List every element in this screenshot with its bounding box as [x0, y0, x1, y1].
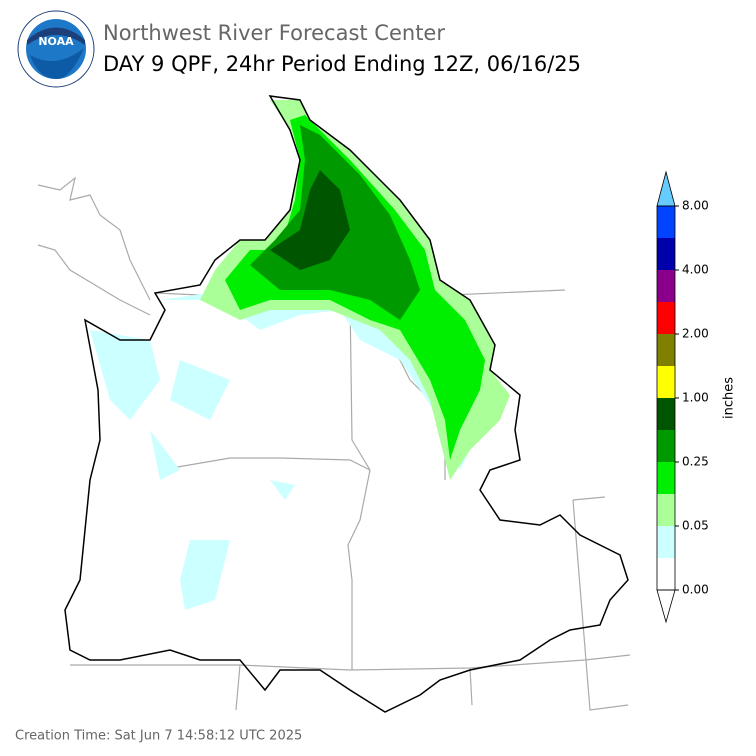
colorbar-label: 1.00: [682, 391, 709, 405]
colorbar-label: 4.00: [682, 263, 709, 277]
org-name: Northwest River Forecast Center: [103, 21, 445, 45]
colorbar-segment: [657, 270, 675, 302]
colorbar-segment: [657, 334, 675, 366]
colorbar-segment: [657, 366, 675, 398]
basin-outline: [64, 95, 629, 713]
colorbar-segment: [657, 398, 675, 430]
colorbar-label: 2.00: [682, 327, 709, 341]
precip-areas: [90, 100, 510, 610]
logo-text: NOAA: [38, 35, 74, 48]
colorbar-segment: [657, 526, 675, 558]
colorbar-label: 0.00: [682, 583, 709, 597]
colorbar-segment: [657, 206, 675, 238]
colorbar-segment: [657, 462, 675, 494]
colorbar-label: 8.00: [682, 199, 709, 213]
creation-time: Creation Time: Sat Jun 7 14:58:12 UTC 20…: [15, 729, 302, 744]
colorbar-under: [656, 589, 676, 624]
colorbar: 0.00 0.05 0.25 1.00 2.00 4.00 8.00: [656, 170, 709, 624]
colorbar-over: [656, 170, 676, 207]
colorbar-label: 0.05: [682, 519, 709, 533]
colorbar-segment: [657, 238, 675, 270]
colorbar-unit: inches: [722, 377, 737, 419]
colorbar-segment: [657, 558, 675, 590]
colorbar-segment: [657, 302, 675, 334]
colorbar-segment: [657, 430, 675, 462]
colorbar-segment: [657, 494, 675, 526]
logo: NOAA: [17, 10, 95, 88]
colorbar-label: 0.25: [682, 455, 709, 469]
map-title: DAY 9 QPF, 24hr Period Ending 12Z, 06/16…: [103, 52, 581, 76]
